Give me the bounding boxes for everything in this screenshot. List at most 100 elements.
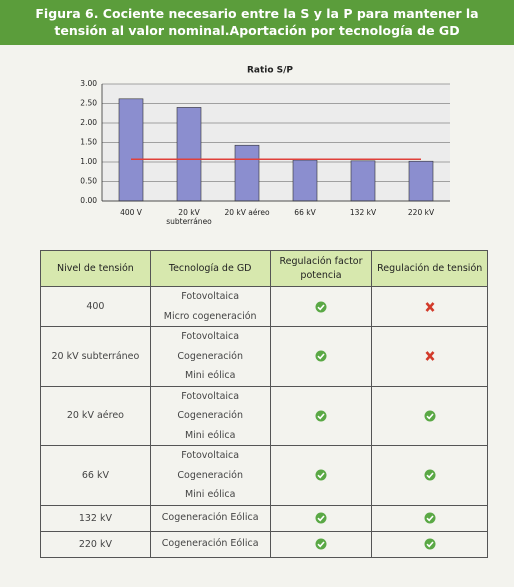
- chart: Ratio S/P 0.00 0.50 1.00 1.50 2.00 2.50 3.00: [80, 66, 450, 205]
- technology: Cogeneración Eólica: [161, 512, 259, 524]
- table-row: 132 kV Cogeneración Eólica: [40, 504, 488, 532]
- column-header: Regulación de tensión: [371, 250, 488, 287]
- check-circle: [315, 469, 327, 481]
- check-icon: [424, 538, 436, 550]
- x-tick-label: 400 V: [120, 208, 142, 217]
- status-cell: [371, 326, 488, 387]
- check-icon: [315, 512, 327, 524]
- column-header: Regulación factor potencia: [269, 250, 373, 287]
- x-tick-label: 66 kV: [294, 208, 316, 217]
- x-tick-label: 20 kV subterráneo: [166, 208, 212, 226]
- cross-icon: [425, 351, 435, 362]
- voltage-cell: 20 kV subterráneo: [40, 326, 151, 387]
- bar: [408, 160, 434, 202]
- status-cell: [269, 286, 373, 327]
- status-cell: [269, 530, 373, 558]
- check-icon: [315, 350, 327, 362]
- figure-title: Figura 6. Cociente necesario entre la S …: [0, 0, 514, 45]
- check-mark: [317, 541, 325, 548]
- cross-mark: [425, 351, 435, 362]
- technology: Cogeneración: [177, 350, 243, 362]
- bar: [176, 107, 202, 202]
- technology: Fotovoltaica: [181, 390, 240, 402]
- status-cell: [371, 530, 488, 558]
- table-row: 220 kV Cogeneración Eólica: [40, 530, 488, 558]
- check-circle: [315, 410, 327, 422]
- check-mark: [317, 515, 325, 522]
- check-mark: [426, 413, 434, 420]
- status-cell: [371, 445, 488, 506]
- cross-icon: [425, 301, 435, 312]
- check-icon: [424, 469, 436, 481]
- voltage-cell: 220 kV: [40, 530, 151, 558]
- technology: Mini eólica: [184, 370, 236, 381]
- check-circle: [315, 512, 327, 524]
- technology-cell: Fotovoltaica Cogeneración Mini eólica: [149, 385, 271, 446]
- column-header: Tecnología de GD: [149, 250, 271, 287]
- status-cell: [269, 504, 373, 532]
- status-cell: [371, 504, 488, 532]
- check-mark: [426, 515, 434, 522]
- check-circle: [424, 410, 436, 422]
- technology-cell: Cogeneración Eólica: [149, 530, 271, 558]
- status-cell: [269, 326, 373, 387]
- table-row: 20 kV subterráneo Fotovoltaica Cogeneració…: [40, 326, 488, 387]
- bar: [292, 159, 318, 202]
- status-cell: [371, 286, 488, 327]
- bar: [350, 160, 376, 202]
- technology: Cogeneración: [177, 469, 243, 481]
- check-circle: [424, 538, 436, 550]
- check-icon: [315, 410, 327, 422]
- technology-cell: Fotovoltaica Cogeneración Mini eólica: [149, 445, 271, 506]
- chart-title: Ratio S/P: [247, 66, 293, 76]
- status-cell: [371, 385, 488, 446]
- check-mark: [426, 541, 434, 548]
- status-cell: [269, 445, 373, 506]
- y-tick-label: 2.00: [80, 118, 97, 127]
- bar: [118, 98, 144, 202]
- x-tick-label: 132 kV: [349, 208, 377, 217]
- x-tick-label: 220 kV: [407, 208, 435, 217]
- table-row: 66 kV Fotovoltaica Cogeneración Mini eólica: [40, 445, 488, 506]
- voltage-cell: 20 kV aéreo: [40, 385, 151, 446]
- voltage-cell: 400: [40, 286, 151, 327]
- check-mark: [426, 472, 434, 479]
- check-circle: [424, 469, 436, 481]
- bar: [234, 144, 260, 202]
- y-tick-label: 2.50: [80, 99, 97, 108]
- status-cell: [269, 385, 373, 446]
- check-circle: [424, 512, 436, 524]
- check-icon: [424, 512, 436, 524]
- voltage-cell: 132 kV: [40, 504, 151, 532]
- y-tick-label: 1.50: [80, 138, 97, 147]
- technology: Micro cogeneración: [163, 310, 257, 322]
- technology: Cogeneración: [177, 410, 243, 421]
- y-tick-label: 0.50: [80, 177, 97, 186]
- check-mark: [317, 413, 325, 420]
- technology: Fotovoltaica: [181, 450, 240, 461]
- technology: Cogeneración Eólica: [161, 538, 259, 550]
- check-mark: [317, 353, 325, 360]
- technology: Mini eólica: [184, 429, 236, 441]
- technology-cell: Cogeneración Eólica: [149, 504, 271, 532]
- table-row: 400 Fotovoltaica Micro cogeneración: [40, 286, 488, 327]
- column-header: Nivel de tensión: [40, 250, 151, 287]
- check-icon: [315, 301, 327, 312]
- check-icon: [424, 410, 436, 422]
- check-icon: [315, 538, 327, 550]
- x-tick-label: 20 kV aéreo: [224, 208, 270, 217]
- y-tick-label: 3.00: [80, 79, 97, 88]
- check-circle: [315, 350, 327, 362]
- technology-cell: Fotovoltaica Micro cogeneración: [149, 286, 271, 327]
- voltage-cell: 66 kV: [40, 445, 151, 506]
- y-tick-label: 0.00: [80, 196, 97, 205]
- technology: Mini eólica: [184, 489, 236, 500]
- technology: Fotovoltaica: [181, 291, 240, 302]
- check-circle: [315, 538, 327, 550]
- table: Nivel de tensión Tecnología de GD Regulaci…: [40, 250, 488, 558]
- check-icon: [315, 469, 327, 481]
- technology: Fotovoltaica: [181, 331, 240, 342]
- cross-mark: [425, 301, 435, 312]
- check-circle: [315, 301, 327, 312]
